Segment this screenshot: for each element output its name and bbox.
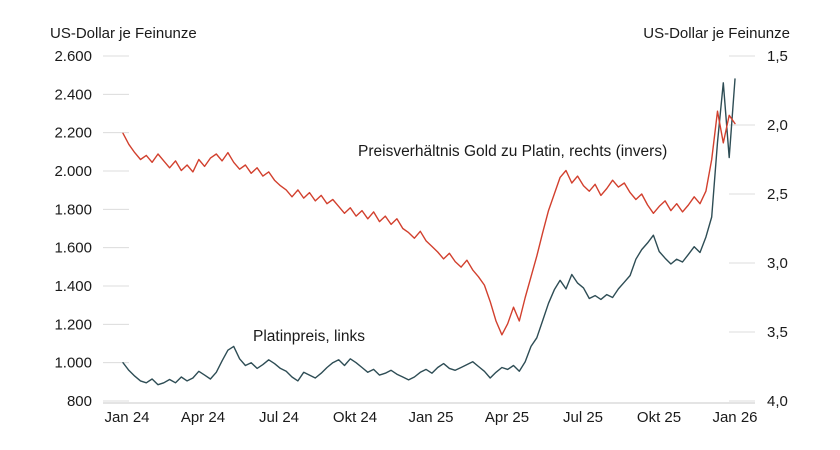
x-axis-tick-label: Jan 25 (408, 409, 453, 426)
x-axis-tick-label: Jan 26 (712, 409, 757, 426)
right-axis-tick-label: 3,0 (767, 255, 788, 272)
left-axis-tick-label: 2.000 (54, 163, 92, 180)
x-axis-tick-label: Jan 24 (104, 409, 149, 426)
x-axis-tick-label: Apr 25 (485, 409, 529, 426)
right-axis-tick-label: 3,5 (767, 324, 788, 341)
x-axis-tick-label: Apr 24 (181, 409, 225, 426)
left-axis-title: US-Dollar je Feinunze (50, 25, 197, 42)
gold-platinum-ratio-line (122, 110, 736, 336)
left-axis-tick-label: 2.600 (54, 48, 92, 65)
left-axis-tick-label: 800 (67, 393, 92, 410)
x-axis-tick-label: Okt 24 (333, 409, 377, 426)
left-axis-tick-label: 1.600 (54, 240, 92, 257)
x-axis-tick-label: Jul 25 (563, 409, 603, 426)
right-axis-tick-label: 4,0 (767, 393, 788, 410)
right-axis-tick-label: 2,5 (767, 186, 788, 203)
left-axis-tick-label: 1.400 (54, 278, 92, 295)
left-axis-tick-label: 2.400 (54, 86, 92, 103)
x-axis-tick-label: Jul 24 (259, 409, 299, 426)
left-axis-tick-label: 2.200 (54, 125, 92, 142)
right-axis-title: US-Dollar je Feinunze (643, 25, 790, 42)
right-axis-tick-label: 2,0 (767, 117, 788, 134)
ratio-series-label: Preisverhältnis Gold zu Platin, rechts (… (358, 143, 667, 160)
platinum-series-label: Platinpreis, links (253, 328, 365, 345)
x-axis-tick-label: Okt 25 (637, 409, 681, 426)
left-axis-tick-label: 1.000 (54, 355, 92, 372)
right-axis-tick-label: 1,5 (767, 48, 788, 65)
platinum-price-line (122, 78, 736, 386)
left-axis-tick-label: 1.200 (54, 316, 92, 333)
chart-generated-layer: 2.600 2.400 2.200 2.000 1.800 1.600 1.400 1.200… (54, 48, 787, 426)
left-axis-tick-label: 1.800 (54, 201, 92, 218)
